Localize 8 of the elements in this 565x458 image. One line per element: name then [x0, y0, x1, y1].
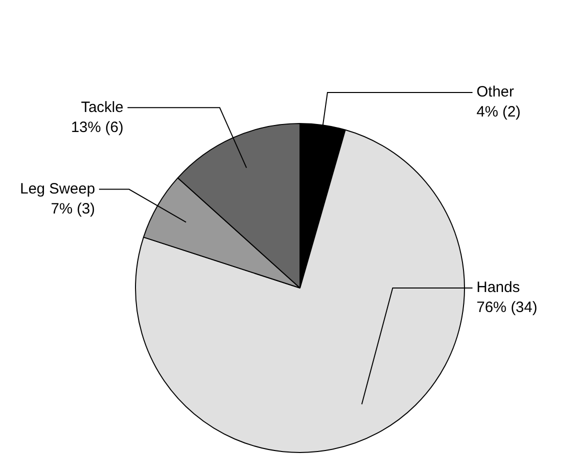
data-label: 13% (6) [70, 118, 124, 136]
slice-label: Tackle [80, 98, 124, 116]
slice-label: Leg Sweep [20, 180, 96, 198]
data-label: 76% (34) [476, 299, 538, 316]
slice-label: Hands [476, 279, 520, 296]
data-label: 7% (3) [50, 200, 96, 218]
data-label: 4% (2) [476, 104, 521, 121]
slice-label: Other [476, 84, 514, 101]
